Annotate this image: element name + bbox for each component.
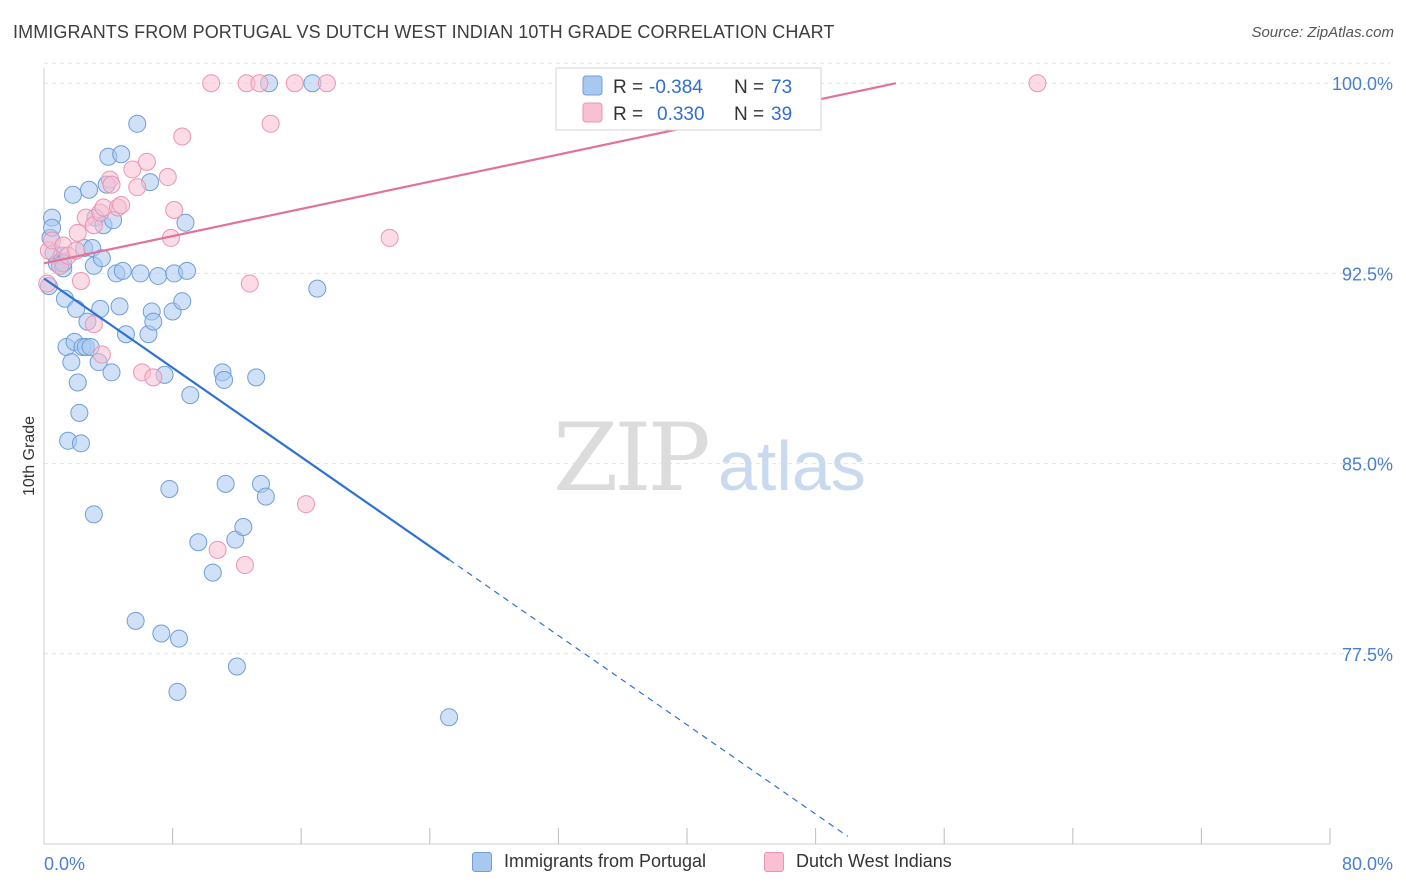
dutch-west-indian-point xyxy=(84,315,103,334)
portugal-point xyxy=(152,624,171,643)
legend-swatch-dutch-west-indians xyxy=(764,851,784,872)
portugal-point xyxy=(178,261,197,280)
portugal-point xyxy=(63,185,82,204)
dutch-west-indian-point xyxy=(261,114,280,133)
zipatlas-watermark: ZIP atlas xyxy=(553,404,866,513)
portugal-point xyxy=(173,292,192,311)
portugal-trend-extension xyxy=(448,559,849,837)
dutch-west-indian-point xyxy=(317,74,336,93)
y-tick-label: 100.0% xyxy=(1332,74,1393,94)
legend-label-portugal: Immigrants from Portugal xyxy=(504,851,707,871)
legend-r-label: R = xyxy=(613,77,643,98)
legend-r-value: -0.384 xyxy=(649,77,703,98)
dutch-west-indian-point xyxy=(92,345,111,364)
dutch-west-indian-point xyxy=(112,195,131,214)
source-credit: Source: ZipAtlas.com xyxy=(1251,24,1394,41)
portugal-point xyxy=(181,386,200,405)
legend-n-value: 39 xyxy=(771,104,792,125)
dutch-west-indian-point xyxy=(144,368,163,387)
dutch-west-indian-point xyxy=(173,127,192,146)
dutch-west-indian-point xyxy=(165,201,184,220)
portugal-point xyxy=(168,682,187,701)
data-points xyxy=(38,74,1047,727)
axes xyxy=(43,68,1331,845)
portugal-point xyxy=(247,368,266,387)
dutch-west-indian-point xyxy=(1028,74,1047,93)
portugal-point xyxy=(131,264,150,283)
legend-label-dutch-west-indians: Dutch West Indians xyxy=(796,851,952,871)
y-tick-label: 92.5% xyxy=(1342,264,1393,284)
portugal-point xyxy=(227,657,246,676)
portugal-point xyxy=(102,363,121,382)
dutch-west-indian-point xyxy=(380,228,399,247)
legend-item-portugal[interactable]: Immigrants from Portugal xyxy=(472,851,706,872)
portugal-point xyxy=(215,370,234,389)
portugal-point xyxy=(440,708,459,727)
y-axis-label: 10th Grade xyxy=(21,416,38,496)
portugal-point xyxy=(256,487,275,506)
dutch-west-indian-point xyxy=(71,272,90,291)
portugal-point xyxy=(71,434,90,453)
legend-n-value: 73 xyxy=(771,77,792,98)
portugal-point xyxy=(160,479,179,498)
portugal-point xyxy=(203,563,222,582)
dutch-west-indian-point xyxy=(137,152,156,171)
portugal-point xyxy=(62,353,81,372)
legend-r-label: R = xyxy=(613,104,643,125)
watermark-zip: ZIP xyxy=(553,404,707,513)
dutch-west-indian-point xyxy=(285,74,304,93)
portugal-point xyxy=(84,505,103,524)
stats-legend: R = -0.384 N = 73 R = 0.330 N = 39 xyxy=(555,67,822,131)
dutch-west-indian-point xyxy=(68,223,87,242)
portugal-point xyxy=(113,261,132,280)
portugal-trend-line xyxy=(43,277,450,561)
legend-swatch-portugal xyxy=(472,851,492,872)
portugal-point xyxy=(68,373,87,392)
portugal-point xyxy=(170,629,189,648)
dutch-west-indian-point xyxy=(123,160,142,179)
portugal-point xyxy=(149,266,168,285)
portugal-point xyxy=(70,403,89,422)
portugal-point xyxy=(176,213,195,232)
legend-swatch-blue xyxy=(582,75,603,96)
legend-n-label: N = xyxy=(734,104,764,125)
portugal-point xyxy=(216,474,235,493)
x-tick-label: 0.0% xyxy=(44,854,85,874)
portugal-point xyxy=(128,114,147,133)
legend-swatch-pink xyxy=(582,102,603,123)
dutch-west-indian-point xyxy=(202,74,221,93)
dutch-west-indian-point xyxy=(208,540,227,559)
portugal-point xyxy=(226,530,245,549)
dutch-west-indian-point xyxy=(158,168,177,187)
portugal-point xyxy=(80,180,99,199)
dutch-west-indian-point xyxy=(250,74,269,93)
dutch-west-indian-point xyxy=(38,274,57,293)
portugal-point xyxy=(112,145,131,164)
dutch-west-indian-point xyxy=(102,175,121,194)
portugal-point xyxy=(308,279,327,298)
legend-r-value: 0.330 xyxy=(657,104,705,125)
portugal-point xyxy=(92,249,111,268)
dutch-west-indian-point xyxy=(297,495,316,514)
portugal-point xyxy=(110,297,129,316)
dutch-west-indian-point xyxy=(240,274,259,293)
portugal-point xyxy=(189,533,208,552)
series-legend: Immigrants from Portugal Dutch West Indi… xyxy=(0,851,1406,879)
portugal-point xyxy=(144,312,163,331)
legend-n-label: N = xyxy=(734,77,764,98)
x-tick-label: 80.0% xyxy=(1342,854,1393,874)
y-tick-label: 77.5% xyxy=(1342,645,1393,665)
portugal-point xyxy=(234,518,253,537)
y-tick-label: 85.0% xyxy=(1342,455,1393,475)
chart-title: IMMIGRANTS FROM PORTUGAL VS DUTCH WEST I… xyxy=(13,22,835,42)
watermark-atlas: atlas xyxy=(718,427,866,505)
dutch-west-indian-point xyxy=(235,556,254,575)
dutch-west-indian-point xyxy=(128,178,147,197)
portugal-point xyxy=(126,611,145,630)
tick-labels: 100.0% 92.5% 85.0% 77.5% 0.0% 80.0% xyxy=(44,74,1393,874)
legend-item-dutch-west-indians[interactable]: Dutch West Indians xyxy=(764,851,952,872)
portugal-point xyxy=(91,299,110,318)
